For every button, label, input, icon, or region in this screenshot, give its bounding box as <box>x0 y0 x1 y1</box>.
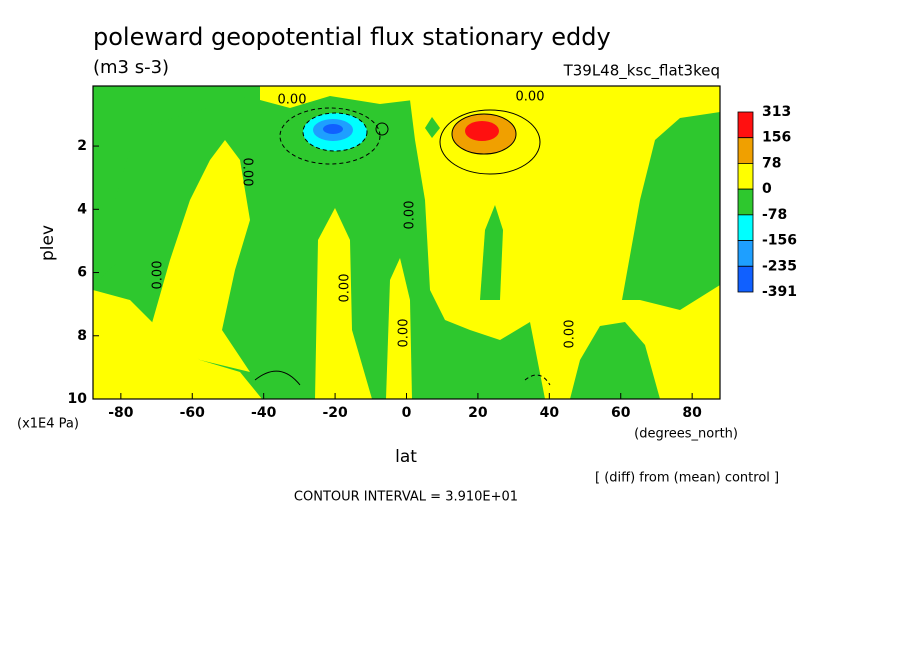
field-region <box>315 208 372 399</box>
y-tick-label: 8 <box>77 328 87 344</box>
colorbar-label: 156 <box>762 130 791 146</box>
x-tick-label: -80 <box>108 405 134 421</box>
colorbar-label: 0 <box>762 181 772 197</box>
contour-label: 0.00 <box>240 158 255 187</box>
y-axis-label: plev <box>38 225 58 261</box>
chart-title: poleward geopotential flux stationary ed… <box>93 23 611 51</box>
colorbar-label: -156 <box>762 233 797 249</box>
x-tick-label: 0 <box>402 405 412 421</box>
contour-label: 0.00 <box>397 319 412 348</box>
field <box>93 86 720 399</box>
contour-label: 0.00 <box>338 274 353 303</box>
x-tick-label: -20 <box>322 405 348 421</box>
x-tick-label: 20 <box>468 405 488 421</box>
colorbar-label: -235 <box>762 258 797 274</box>
y-units: (x1E4 Pa) <box>17 417 79 432</box>
contour-interval: CONTOUR INTERVAL = 3.910E+01 <box>294 490 518 505</box>
contour-label: 0.00 <box>516 90 545 105</box>
contour-line <box>451 113 517 155</box>
contour-line <box>375 122 389 136</box>
field-region <box>150 140 250 372</box>
field-region <box>323 124 343 134</box>
x-tick-label: -40 <box>251 405 277 421</box>
y-tick-label: 4 <box>77 201 87 217</box>
field-region <box>410 86 720 399</box>
colorbar-label: 78 <box>762 155 781 171</box>
colorbar-box <box>737 163 754 190</box>
contour-label: 0.00 <box>278 93 307 108</box>
plot-area: 0.00 0.00 0.00 0.00 0.00 0.00 0.00 0.00 -80 -60 -4… <box>68 85 721 421</box>
note: [ (diff) from (mean) control ] <box>595 471 779 486</box>
contour-line <box>524 374 551 386</box>
colorbar-box <box>737 214 754 241</box>
contour-label: 0.00 <box>563 320 578 349</box>
x-axis-label: lat <box>395 447 417 467</box>
x-tick-label: 40 <box>540 405 560 421</box>
x-units: (degrees_north) <box>634 427 738 442</box>
x-tick-label: 80 <box>682 405 702 421</box>
colorbar-box <box>737 111 754 139</box>
contour-line <box>302 112 368 152</box>
y-tick-label: 6 <box>77 265 87 281</box>
colorbar-box <box>737 188 754 216</box>
field-region <box>480 205 503 300</box>
field-region <box>93 86 250 285</box>
x-tick-label: -60 <box>180 405 206 421</box>
field-region <box>260 86 430 108</box>
contour-line <box>439 109 541 175</box>
contour-line <box>254 370 301 386</box>
subtitle: (m3 s-3) <box>93 57 169 78</box>
y-tick-label: 2 <box>77 138 87 154</box>
colorbar-label: -391 <box>762 284 797 300</box>
x-tick-label: 60 <box>611 405 631 421</box>
contour-label: 0.00 <box>151 261 166 290</box>
contour-label: 0.00 <box>403 201 418 230</box>
colorbar-box <box>737 137 754 164</box>
field-region <box>425 117 440 138</box>
colorbar-label: 313 <box>762 104 791 120</box>
contour-line <box>279 107 381 165</box>
colorbar-label: -78 <box>762 207 787 223</box>
colorbar-box <box>737 240 754 267</box>
run-label: T39L48_ksc_flat3keq <box>563 62 720 81</box>
field-region <box>386 258 412 399</box>
colorbar-box <box>737 265 754 293</box>
y-tick-label: 10 <box>68 391 88 407</box>
field-region <box>465 121 499 141</box>
